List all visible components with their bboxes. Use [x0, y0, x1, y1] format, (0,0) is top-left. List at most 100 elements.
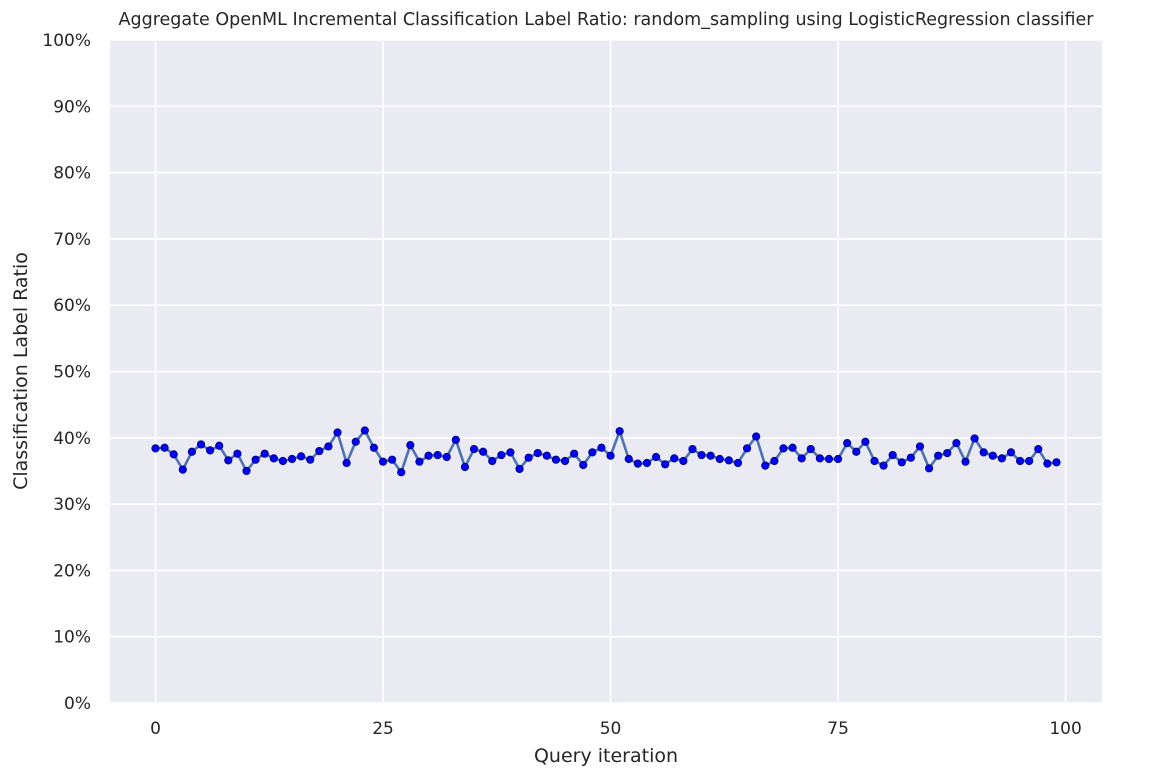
data-point: [579, 460, 588, 470]
data-point: [624, 454, 633, 464]
y-tick-label: 30%: [53, 495, 91, 515]
data-point: [506, 448, 515, 457]
data-point: [752, 432, 761, 441]
data-point: [406, 440, 415, 450]
data-point: [715, 454, 724, 464]
data-point: [269, 454, 278, 463]
data-point: [242, 466, 251, 476]
data-point: [824, 454, 834, 464]
data-point: [224, 456, 233, 465]
data-point: [287, 454, 297, 464]
data-point: [315, 446, 324, 456]
data-point: [1043, 459, 1052, 468]
y-tick-label: 100%: [42, 31, 91, 51]
data-point: [724, 456, 733, 465]
x-tick-label: 25: [372, 719, 394, 739]
data-point: [460, 462, 470, 472]
data-point: [879, 461, 888, 470]
data-point: [961, 457, 970, 466]
data-point: [169, 450, 178, 459]
data-point: [642, 458, 652, 468]
data-point: [952, 439, 961, 448]
data-point: [488, 456, 497, 466]
data-point: [897, 458, 906, 467]
data-point: [688, 444, 697, 454]
data-point: [742, 444, 752, 453]
x-tick-label: 50: [600, 719, 622, 739]
data-point: [597, 443, 606, 452]
y-axis-label: Classification Label Ratio: [10, 252, 32, 490]
data-point: [278, 456, 288, 466]
data-point: [924, 464, 934, 473]
data-point: [633, 459, 642, 468]
data-point: [424, 451, 433, 460]
data-point: [342, 458, 351, 468]
grid-lines: [110, 39, 1102, 704]
data-point: [843, 439, 852, 448]
x-tick-label: 0: [150, 719, 161, 739]
data-point: [369, 443, 379, 452]
data-point: [697, 450, 706, 460]
data-point: [906, 453, 915, 462]
data-point: [806, 444, 815, 454]
chart-title: Aggregate OpenML Incremental Classificat…: [119, 10, 1095, 30]
data-point: [570, 449, 579, 458]
x-axis-ticks: 0 25 50 75 100: [150, 719, 1082, 739]
series-line: [154, 429, 1058, 474]
y-tick-label: 10%: [53, 628, 91, 648]
data-point: [852, 447, 861, 456]
data-point: [260, 449, 269, 458]
data-point: [651, 452, 661, 462]
data-point: [588, 448, 597, 457]
y-tick-label: 0%: [64, 694, 91, 714]
data-point: [970, 434, 979, 443]
data-point: [151, 444, 160, 453]
data-point: [551, 455, 561, 464]
data-point: [233, 449, 242, 458]
data-point: [788, 443, 797, 452]
data-point: [215, 441, 224, 450]
data-point: [815, 454, 824, 463]
y-tick-label: 60%: [53, 296, 91, 316]
y-tick-label: 20%: [53, 561, 91, 581]
data-point: [1006, 448, 1016, 457]
data-point: [351, 437, 360, 446]
x-tick-label: 100: [1049, 719, 1081, 739]
data-point: [360, 426, 369, 435]
data-point: [206, 446, 215, 455]
data-point: [606, 451, 615, 460]
data-point: [378, 457, 388, 466]
data-point: [833, 454, 843, 464]
y-tick-label: 90%: [53, 97, 91, 117]
x-tick-label: 75: [827, 719, 849, 739]
data-point: [297, 452, 306, 461]
data-point: [451, 435, 460, 444]
data-point: [306, 455, 315, 464]
data-point: [915, 442, 925, 451]
data-point: [670, 454, 679, 463]
data-point: [1015, 456, 1025, 466]
data-point: [943, 448, 952, 458]
data-point: [333, 428, 342, 437]
data-point: [779, 444, 788, 453]
data-point: [1034, 444, 1043, 454]
data-point: [542, 451, 551, 460]
data-point: [988, 451, 997, 460]
data-point: [497, 450, 506, 460]
data-point: [615, 427, 624, 436]
data-point: [861, 437, 870, 446]
data-point: [661, 460, 670, 469]
data-point: [515, 464, 524, 474]
data-point: [196, 440, 206, 449]
data-point: [178, 465, 187, 474]
data-point: [1025, 456, 1034, 466]
data-point: [469, 444, 479, 454]
data-point: [761, 461, 770, 470]
data-point: [679, 456, 688, 466]
data-point: [442, 452, 451, 462]
data-point: [533, 448, 542, 458]
data-point: [888, 450, 897, 460]
y-tick-label: 50%: [53, 363, 91, 383]
data-point: [997, 454, 1006, 463]
